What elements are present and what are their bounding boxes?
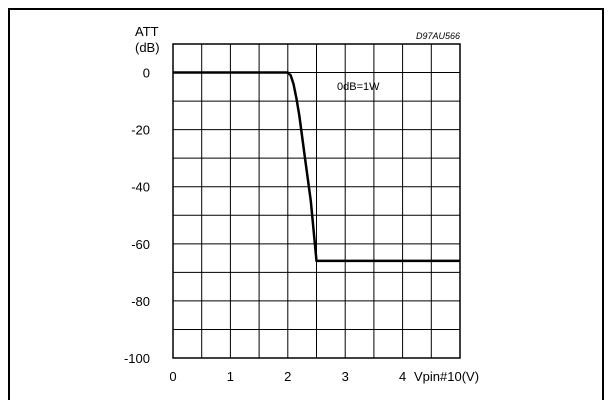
y-tick-label: -40 bbox=[131, 180, 150, 195]
figure-reference-code: D97AU566 bbox=[416, 31, 460, 41]
y-tick-labels: 0 -20 -40 -60 -80 -100 bbox=[124, 66, 150, 366]
series-layer bbox=[173, 71, 460, 263]
y-axis-label-line2: (dB) bbox=[135, 40, 160, 55]
y-tick-label: 0 bbox=[143, 66, 150, 81]
y-tick-label: -100 bbox=[124, 351, 150, 366]
x-tick-labels: 0 1 2 3 4 bbox=[169, 369, 406, 384]
chart-grid bbox=[172, 43, 461, 359]
attenuation-curve bbox=[173, 71, 460, 263]
y-axis-label-line1: ATT bbox=[135, 24, 159, 39]
x-tick-label: 3 bbox=[342, 369, 349, 384]
x-tick-label: 0 bbox=[169, 369, 176, 384]
y-tick-label: -60 bbox=[131, 237, 150, 252]
y-tick-label: -20 bbox=[131, 123, 150, 138]
figure-frame bbox=[8, 8, 604, 400]
x-axis-label: Vpin#10(V) bbox=[414, 369, 479, 384]
plot-area-border bbox=[172, 43, 461, 359]
y-tick-label: -80 bbox=[131, 294, 150, 309]
x-tick-label: 2 bbox=[284, 369, 291, 384]
x-tick-label: 4 bbox=[399, 369, 406, 384]
x-tick-label: 1 bbox=[227, 369, 234, 384]
reference-annotation: 0dB=1W bbox=[337, 81, 380, 93]
